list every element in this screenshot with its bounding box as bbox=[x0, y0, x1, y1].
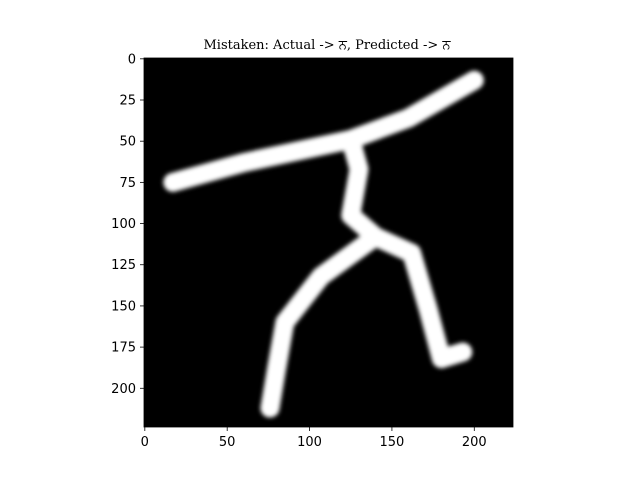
y-tick-label: 150 bbox=[111, 299, 136, 314]
y-axis: 0 25 50 75 100 125 150 175 200 bbox=[111, 52, 144, 397]
image-background bbox=[144, 58, 513, 427]
chart-title: Mistaken: Actual -> ਨ, Predicted -> ਨ bbox=[203, 38, 451, 53]
image-stroke-left-leg bbox=[260, 227, 385, 418]
plot-area bbox=[143, 57, 514, 428]
x-tick-label: 100 bbox=[297, 435, 322, 450]
image-stroke-upper-stem bbox=[341, 130, 385, 247]
y-tick-label: 125 bbox=[111, 258, 136, 273]
image-stroke-right-leg bbox=[365, 227, 473, 369]
axes-frame bbox=[143, 57, 514, 428]
y-tick-label: 0 bbox=[128, 52, 136, 67]
x-tick-label: 150 bbox=[380, 435, 405, 450]
y-tick-label: 200 bbox=[111, 382, 136, 397]
image-strokes bbox=[163, 70, 484, 418]
y-tick-label: 100 bbox=[111, 217, 136, 232]
y-tick-label: 175 bbox=[111, 341, 136, 356]
y-tick-label: 25 bbox=[119, 94, 136, 109]
x-tick-label: 0 bbox=[141, 435, 149, 450]
x-tick-label: 200 bbox=[462, 435, 487, 450]
y-tick-label: 50 bbox=[119, 135, 136, 150]
x-axis: 0 50 100 150 200 bbox=[141, 427, 487, 450]
y-tick-label: 75 bbox=[119, 176, 136, 191]
x-tick-label: 50 bbox=[219, 435, 236, 450]
